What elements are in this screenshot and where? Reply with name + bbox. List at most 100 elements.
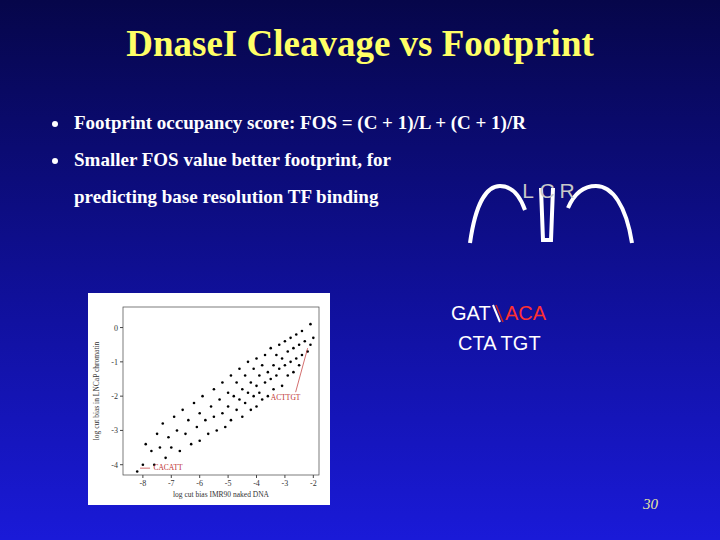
x-tick-label: -6 [196, 479, 203, 488]
bullet-text: predicting base resolution TF binding [74, 186, 378, 208]
x-tick [199, 475, 200, 478]
diagram-label: L [522, 179, 534, 202]
point [272, 388, 275, 391]
point [167, 436, 170, 439]
point [255, 405, 258, 408]
point [255, 385, 258, 388]
point [252, 367, 255, 370]
point [159, 446, 162, 449]
point [269, 378, 272, 381]
x-tick [284, 475, 285, 478]
point [235, 409, 238, 412]
peak-curve [470, 186, 525, 243]
point [272, 364, 275, 367]
point [258, 374, 261, 377]
point [173, 415, 176, 418]
point [275, 374, 278, 377]
point [230, 419, 233, 422]
plot-frame [123, 307, 319, 475]
annotation: ACTTGT [271, 393, 301, 402]
point [286, 350, 289, 353]
y-tick [120, 361, 123, 362]
bullet-dot [52, 158, 58, 164]
point [176, 429, 179, 432]
page-number: 30 [643, 496, 658, 513]
point [150, 450, 153, 453]
point [210, 405, 213, 408]
point [198, 412, 201, 415]
point [190, 443, 193, 446]
sequence-text: CTA TGT [458, 332, 541, 355]
y-tick-label: -2 [111, 392, 118, 401]
annotation-arrow [140, 468, 150, 469]
point [184, 433, 187, 436]
point [284, 364, 287, 367]
y-tick-label: 0 [114, 324, 118, 333]
point [261, 364, 264, 367]
point [179, 450, 182, 453]
bullet-dot [52, 121, 58, 127]
peak-curve [568, 186, 632, 243]
point [284, 340, 287, 343]
point [261, 398, 264, 401]
bullet-text: Smaller FOS value better footprint, for [74, 149, 391, 171]
point [187, 419, 190, 422]
point [247, 391, 250, 394]
point [156, 433, 159, 436]
point [258, 391, 261, 394]
point [309, 323, 312, 326]
point [281, 385, 284, 388]
bullet-text: Footprint occupancy score: FOS = (C + 1)… [74, 112, 526, 134]
diagram-label: C [539, 179, 554, 202]
point [238, 398, 241, 401]
y-tick [120, 464, 123, 465]
annotation-arrow [296, 348, 308, 392]
point [275, 354, 278, 357]
cut-mark [496, 305, 503, 322]
point [255, 357, 258, 360]
x-tick-label: -8 [140, 479, 147, 488]
point [292, 347, 295, 350]
point [278, 343, 281, 346]
point [161, 422, 164, 425]
sequence-text: GAT [451, 302, 491, 325]
point [144, 443, 147, 446]
point [269, 347, 272, 350]
point [289, 361, 292, 364]
point [215, 429, 218, 432]
point [181, 409, 184, 412]
point [198, 439, 201, 442]
point [312, 337, 315, 340]
y-tick-label: -1 [111, 358, 118, 367]
point [286, 374, 289, 377]
point [281, 357, 284, 360]
point [264, 354, 267, 357]
y-tick [120, 327, 123, 328]
point [207, 433, 210, 436]
point [250, 409, 253, 412]
point [170, 446, 173, 449]
y-tick [120, 396, 123, 397]
y-tick [120, 430, 123, 431]
title: DnaseI Cleavage vs Footprint [0, 22, 720, 65]
point [142, 463, 145, 466]
point [221, 412, 224, 415]
point [241, 415, 244, 418]
point [221, 381, 224, 384]
point [244, 374, 247, 377]
x-tick [142, 475, 143, 478]
point [250, 381, 253, 384]
points [136, 323, 315, 473]
point [301, 354, 304, 357]
point [289, 337, 292, 340]
point [278, 367, 281, 370]
x-tick-label: -5 [225, 479, 232, 488]
point [164, 457, 167, 460]
point [218, 398, 221, 401]
x-tick [256, 475, 257, 478]
diagram-label: R [559, 179, 574, 202]
y-tick-label: -3 [111, 426, 118, 435]
point [213, 388, 216, 391]
y-axis-label: log cut bias in LNCaP chromatin [92, 341, 101, 440]
scatter-chart: -8-7-6-5-4-3-20-1-2-3-4log cut bias IMR9… [88, 293, 330, 505]
